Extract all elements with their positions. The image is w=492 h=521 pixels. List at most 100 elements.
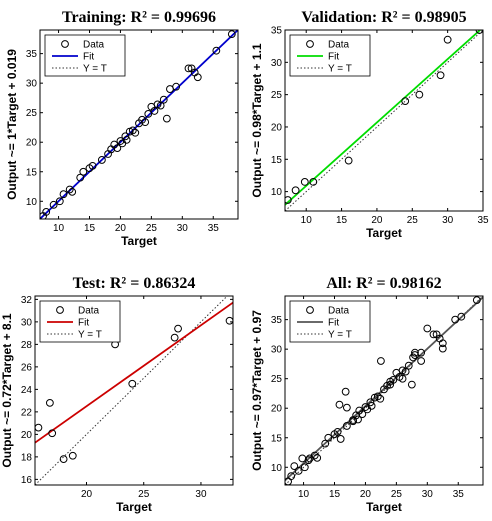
all-xtick-label: 20 [360,489,372,500]
validation-data-point [443,35,452,44]
all-data-point [457,312,466,321]
validation-data-point [309,178,318,186]
validation-fit-line [285,30,482,206]
all-data-point [429,330,438,339]
test-fit-line [35,301,233,444]
all-ytick-label: 30 [271,345,283,356]
all-data-point [304,456,313,465]
all-ytick-label: 35 [271,315,283,326]
test-ytick-label: 22 [21,407,33,418]
test-axes-frame [34,295,234,486]
all-data-point [438,339,447,348]
training-xlabel: Target [121,234,157,248]
validation-xtick-label: 35 [477,215,489,226]
test-data-point [174,324,182,333]
all-data-point [287,472,296,481]
panel-validation: 10 15 20 25 30 35 10 15 20 25 30 35 Validation: R² =… [250,9,489,240]
test-ytick-label: 26 [21,362,33,373]
training-ytick-label: 10 [26,197,38,208]
training-data-point [159,95,168,104]
training-data-point [156,101,165,110]
validation-ytick-label: 20 [271,122,283,133]
test-ytick-label: 20 [21,430,33,441]
all-xlabel: Target [366,500,402,514]
test-data-point [128,379,137,388]
all-data-point [472,296,481,305]
validation-xtick-label: 15 [336,215,348,226]
all-legend-identity-label: Y = T [328,330,352,341]
training-data-point [162,114,171,123]
all-legend-data-marker [306,306,314,314]
training-ytick-label: 20 [26,138,38,149]
validation-xlabel: Target [366,226,402,240]
panel-test: 20 25 30 16 18 20 22 24 26 28 30 32 Test: R² = 0.863… [0,275,234,514]
training-data-point [121,132,130,141]
all-data-point [333,427,342,436]
training-data-point [150,107,159,115]
test-identity-line [35,296,228,485]
training-xtick-label: 30 [177,223,189,234]
training-data-point [76,173,85,182]
all-data-point [373,392,382,401]
all-ylabel: Output ~= 0.97*Target + 0.97 [250,310,264,471]
all-data-point [401,367,410,376]
panel-training: 10 15 20 25 30 35 10 15 20 25 30 35 Training: R² = 0… [5,9,239,248]
test-ytick-label: 30 [21,317,33,328]
all-ytick-label: 10 [271,463,283,474]
training-xtick-label: 25 [146,223,158,234]
training-data-point [184,64,193,73]
all-legend-data-label: Data [328,306,350,317]
all-data-point [398,374,407,383]
test-legend-fit-label: Fit [78,318,89,329]
all-ytick-label: 25 [271,374,283,385]
validation-legend-fit-label: Fit [328,52,339,63]
test-ytick-label: 32 [21,295,33,306]
validation-data-point [300,178,309,186]
all-xtick-label: 25 [391,489,403,500]
validation-ytick-label: 25 [271,90,283,101]
training-xtick-label: 10 [53,223,65,234]
training-data-point [55,197,64,206]
training-data-point [42,208,51,216]
all-data-point [366,398,375,407]
all-data-point [417,348,426,357]
test-ytick-label: 16 [21,475,33,486]
validation-axes-frame [284,29,484,212]
validation-xtick-label: 10 [301,215,313,226]
training-data-point [122,135,131,144]
all-data-point [451,315,460,324]
training-data-point [131,128,140,137]
test-ylabel: Output ~= 0.72*Target + 8.1 [0,313,14,467]
all-data-point [335,400,344,409]
test-data-point [59,455,68,464]
all-data-point [423,324,432,333]
all-data-point [377,357,385,365]
training-data-point [88,161,97,170]
training-fit-line [40,30,238,219]
test-ytick-label: 18 [21,452,33,463]
training-data-point [59,190,68,199]
training-title: Training: R² = 0.99696 [62,9,216,26]
validation-identity-line [285,30,483,211]
training-ytick-label: 15 [26,167,38,178]
validation-xtick-label: 20 [371,215,383,226]
training-data-point [128,126,137,135]
training-data-point [141,118,150,127]
all-data-point [407,380,416,389]
validation-data-point [291,186,300,195]
all-xtick-label: 35 [453,489,465,500]
training-data-point [79,167,88,176]
validation-xtick-label: 30 [442,215,454,226]
training-legend-data-marker [61,40,69,48]
all-data-point [342,403,351,412]
all-data-point [438,344,447,353]
all-data-point [336,435,345,443]
training-data-point [193,73,202,82]
all-data-point [310,451,319,460]
all-data-point [411,348,419,357]
test-data-point [45,398,54,407]
test-xtick-label: 20 [81,489,93,500]
all-data-point [321,439,330,448]
all-data-point [300,463,309,472]
